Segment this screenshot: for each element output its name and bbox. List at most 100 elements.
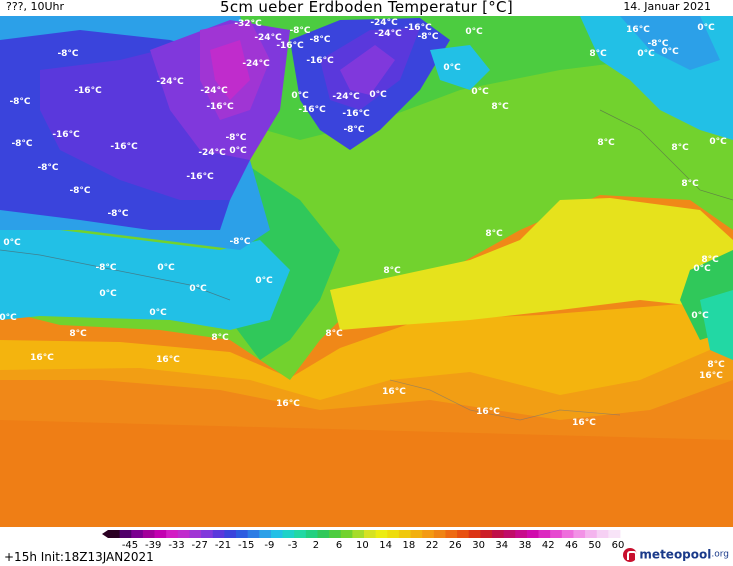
colorbar-cell [305,530,318,538]
isotherm-label: 16°C [382,387,406,397]
colorbar-tick-label: 22 [426,540,439,549]
isotherm-labels: -32°C-24°C-16°C-8°C-8°C-24°C-24°C-16°C-8… [0,18,727,428]
isotherm-label: -24°C [198,148,226,158]
isotherm-label: 8°C [491,102,509,112]
isotherm-label: -24°C [156,77,184,87]
isotherm-label: 8°C [325,329,343,339]
colorbar-cell [503,530,516,538]
isotherm-label: 16°C [626,25,650,35]
isotherm-label: 8°C [707,360,725,370]
isotherm-label: -24°C [370,18,398,28]
colorbar-cell [364,530,377,538]
isotherm-label: 8°C [589,49,607,59]
isotherm-label: 8°C [597,138,615,148]
colorbar-tick-label: 38 [519,540,532,549]
map-footer: -45 -39 -33 -27 -21 -15 -9 -3 2 6 10 14 18 22 26 30 34 38… [0,527,733,566]
isotherm-label: -16°C [186,172,214,182]
colorbar-tick-labels: -45 -39 -33 -27 -21 -15 -9 -3 2 6 10 14 18 22 26 30 34 38… [122,540,625,549]
isotherm-label: 0°C [661,47,679,57]
colorbar-cell [177,530,190,538]
colorbar-cell [282,530,295,538]
isotherm-label: -16°C [110,142,138,152]
colorbar-cell [410,530,423,538]
forecast-time-label: ???, 10Uhr [6,0,65,13]
colorbar-tick-label: -45 [122,540,138,549]
isotherm-label: -8°C [69,186,90,196]
forecast-date: 14. Januar 2021 [623,0,711,13]
isotherm-label: 0°C [691,311,709,321]
isotherm-label: 0°C [637,49,655,59]
isotherm-label: 0°C [229,146,247,156]
isotherm-label: -24°C [200,86,228,96]
colorbar-cell [596,530,609,538]
isotherm-label: -24°C [254,33,282,43]
isotherm-label: -8°C [9,97,30,107]
isotherm-label: -24°C [242,59,270,69]
isotherm-label: 0°C [693,264,711,274]
model-run-info: +15h Init:18Z13JAN2021 [4,550,154,564]
colorbar-tick-label: -3 [288,540,298,549]
meteopool-logo-icon [623,547,638,562]
isotherm-label: -32°C [234,19,262,29]
isotherm-label: 0°C [471,87,489,97]
isotherm-label: 0°C [369,90,387,100]
colorbar-tick-label: 18 [403,540,416,549]
colorbar-cell [131,530,144,538]
colorbar-tick-label: 34 [495,540,508,549]
isotherm-label: 8°C [211,333,229,343]
isotherm-label: 0°C [157,263,175,273]
isotherm-label: -8°C [309,35,330,45]
colorbar-tick-label: 60 [612,540,625,549]
isotherm-label: -8°C [37,163,58,173]
isotherm-label: 0°C [3,238,21,248]
isotherm-label: -24°C [332,92,360,102]
map-title: 5cm ueber Erdboden Temperatur [°C] [220,0,513,16]
colorbar-cell [352,530,365,538]
colorbar-tick-label: -9 [264,540,274,549]
colorbar-cell [585,530,598,538]
isotherm-label: 0°C [189,284,207,294]
colorbar-cell [445,530,458,538]
isotherm-label: -8°C [647,39,668,49]
colorbar-cell [212,530,225,538]
temperature-fields [0,16,733,527]
meteopool-logo[interactable]: meteopool.org [623,547,729,565]
isotherm-label: -8°C [343,125,364,135]
logo-text: meteopool [639,547,712,562]
colorbar-cell [492,530,505,538]
isotherm-label: 0°C [99,289,117,299]
isotherm-label: 16°C [156,355,180,365]
colorbar-cell [329,530,342,538]
isotherm-label: 0°C [709,137,727,147]
isotherm-label: -8°C [225,133,246,143]
isotherm-label: -24°C [374,29,402,39]
isotherm-label: 0°C [697,23,715,33]
colorbar-tick-label: -39 [145,540,161,549]
logo-domain: .org [711,549,729,560]
colorbar-tick-label: -21 [215,540,231,549]
isotherm-label: 0°C [291,91,309,101]
isotherm-label: 8°C [383,266,401,276]
colorbar-cell [387,530,400,538]
isotherm-label: -16°C [342,109,370,119]
temperature-map: -32°C-24°C-16°C-8°C-8°C-24°C-24°C-16°C-8… [0,16,733,527]
isotherm-label: 16°C [276,399,300,409]
isotherm-label: 0°C [149,308,167,318]
isotherm-label: -16°C [306,56,334,66]
isotherm-label: 16°C [572,418,596,428]
colorbar-tick-label: -27 [192,540,208,549]
isotherm-label: 0°C [443,63,461,73]
colorbar-cell [515,530,528,538]
colorbar-cell [142,530,155,538]
isotherm-label: -16°C [404,23,432,33]
colorbar-tick-label: 26 [449,540,462,549]
isotherm-label: 16°C [30,353,54,363]
isotherm-label: 16°C [699,371,723,381]
colorbar-cell [433,530,446,538]
isotherm-label: -16°C [206,102,234,112]
isotherm-label: -8°C [57,49,78,59]
colorbar-cell [340,530,353,538]
colorbar-cell [166,530,179,538]
isotherm-label: -8°C [95,263,116,273]
isotherm-label: -8°C [417,32,438,42]
